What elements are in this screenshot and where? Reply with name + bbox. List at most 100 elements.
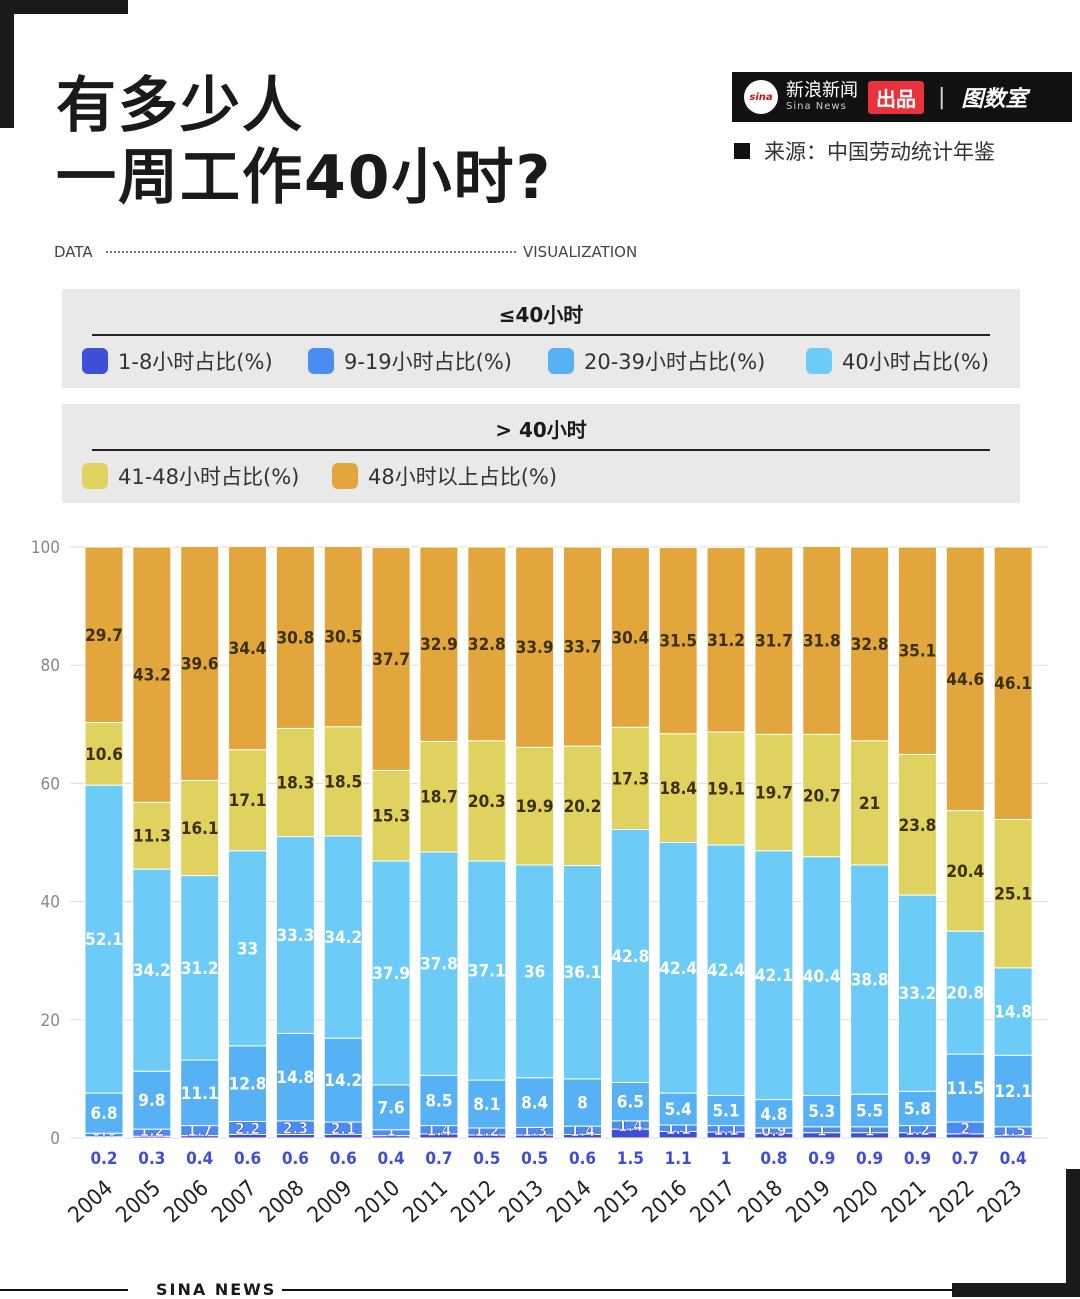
source-text: 来源：中国劳动统计年鉴	[764, 140, 995, 164]
data-label: 52.1	[85, 930, 123, 950]
bar-segment	[84, 546, 124, 724]
y-tick-label: 100	[31, 538, 60, 558]
data-label: 7.6	[378, 1098, 405, 1118]
data-label: 32.8	[851, 635, 889, 655]
bar-segment	[228, 749, 268, 852]
brand-name-zh: 新浪新闻	[786, 80, 858, 101]
data-label: 4.8	[760, 1105, 787, 1125]
dotted-divider	[106, 251, 516, 253]
x-tick-label: 2014	[542, 1176, 596, 1228]
corner-mark-right	[1066, 1169, 1080, 1297]
data-label: 34.4	[229, 639, 267, 659]
brand-name: 新浪新闻 Sina News	[786, 81, 858, 113]
data-label: 0.9	[856, 1149, 883, 1169]
data-label: 42.8	[611, 947, 649, 967]
bar-segment	[754, 850, 794, 1101]
x-tick-label: 2006	[160, 1176, 214, 1228]
corner-mark-left	[0, 0, 14, 128]
data-label: 37.9	[372, 964, 410, 984]
bar-segment	[945, 1053, 985, 1123]
data-label: 37.8	[420, 955, 458, 975]
title-line-1: 有多少人	[56, 71, 304, 141]
data-label: 23.8	[899, 816, 937, 836]
data-label: 8.5	[425, 1091, 452, 1111]
bar-segment	[706, 1094, 746, 1127]
bar-segment	[945, 810, 985, 932]
legend-item: 48小时以上占比(%)	[332, 461, 557, 491]
data-label: 19.9	[516, 797, 554, 817]
bar-segment	[84, 784, 124, 1094]
bar-segment	[563, 865, 602, 1080]
data-label: 17.3	[611, 769, 649, 789]
data-label: 17.1	[229, 791, 267, 811]
data-label: 20.4	[946, 862, 984, 882]
legend-rule	[92, 334, 990, 336]
bar-segment	[323, 726, 363, 837]
data-label: 14.8	[277, 1068, 315, 1088]
data-label: 0.9	[808, 1149, 835, 1169]
bar-segment	[323, 835, 363, 1039]
legend-swatch	[332, 463, 358, 489]
data-label: 20.8	[946, 984, 984, 1004]
data-label: 33.2	[899, 984, 937, 1004]
legend-label: 1-8小时占比(%)	[118, 350, 273, 374]
data-label: 5.5	[856, 1102, 883, 1122]
data-label: 19.1	[707, 779, 745, 799]
bar-segment	[610, 1081, 650, 1122]
data-label: 8	[577, 1094, 588, 1114]
data-label: 21	[859, 794, 880, 814]
bar-segment	[897, 546, 937, 755]
x-tick-label: 2011	[399, 1176, 453, 1228]
x-tick-label: 2005	[112, 1176, 166, 1228]
bar-segment	[563, 546, 602, 747]
legend-swatch	[82, 463, 108, 489]
x-tick-label: 2012	[447, 1176, 501, 1228]
legend-group-title: > 40小时	[495, 418, 587, 442]
bar-segment	[323, 1037, 363, 1123]
bar-segment	[180, 545, 220, 781]
data-label: 14.2	[324, 1071, 362, 1091]
bar-segment	[993, 818, 1033, 969]
stacked-bar-chart: 0204060801000.20.66.852.110.629.720040.3…	[31, 538, 1048, 1228]
bar-segment	[706, 731, 746, 846]
data-label: 32.9	[420, 635, 458, 655]
y-tick-label: 0	[50, 1129, 60, 1149]
data-label: 0.4	[186, 1149, 213, 1169]
data-label: 0.9	[904, 1149, 931, 1169]
page-title: 有多少人 一周工作40小时?	[56, 70, 552, 214]
x-tick-label: 2019	[782, 1176, 836, 1228]
data-label: 31.2	[707, 631, 745, 651]
data-label: 8.1	[473, 1095, 500, 1115]
bar-segment	[515, 864, 555, 1079]
data-label: 1	[386, 1121, 396, 1140]
footer-rule-left	[0, 1289, 128, 1291]
data-label: 18.7	[420, 788, 458, 808]
bar-segment	[515, 1077, 555, 1128]
data-label: 0.7	[952, 1149, 979, 1169]
data-label: 6.8	[90, 1104, 117, 1124]
bar-segment	[275, 545, 315, 729]
data-label: 33.7	[564, 638, 602, 658]
x-tick-label: 2010	[351, 1176, 405, 1228]
legend-item: 41-48小时占比(%)	[82, 461, 332, 491]
data-label: 20.2	[564, 797, 602, 817]
bar-segment	[419, 740, 459, 853]
data-label: 33.3	[277, 926, 315, 946]
legend-group-le40: ≤40小时 1-8小时占比(%) 9-19小时占比(%) 20-39小时占比(%…	[62, 289, 1020, 388]
x-tick-label: 2023	[973, 1176, 1027, 1228]
legend-swatch	[308, 348, 334, 374]
bar-segment	[132, 546, 172, 803]
legend-label: 20-39小时占比(%)	[584, 350, 766, 374]
data-label: 11.1	[181, 1084, 219, 1104]
bar-segment	[515, 746, 555, 866]
data-label: 0.5	[521, 1149, 548, 1169]
data-label: 34.2	[133, 961, 171, 981]
data-label: 8.4	[521, 1094, 548, 1114]
bar-segment	[180, 875, 220, 1061]
data-label: 5.3	[808, 1102, 835, 1122]
data-label: DATA	[54, 243, 93, 261]
y-tick-label: 20	[41, 1011, 60, 1031]
data-label: 44.6	[946, 670, 984, 690]
data-label: 0.6	[330, 1149, 357, 1169]
bar-segment	[993, 967, 1033, 1056]
